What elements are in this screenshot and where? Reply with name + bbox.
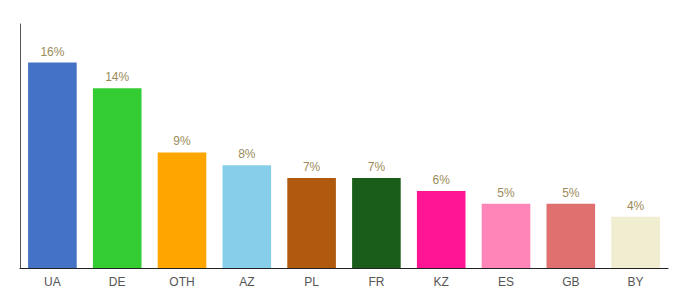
- svg-text:7%: 7%: [368, 160, 386, 174]
- svg-text:DE: DE: [109, 275, 126, 289]
- svg-text:14%: 14%: [105, 70, 129, 84]
- svg-text:KZ: KZ: [434, 275, 449, 289]
- svg-text:BY: BY: [628, 275, 644, 289]
- svg-text:4%: 4%: [627, 199, 645, 213]
- svg-text:6%: 6%: [433, 173, 451, 187]
- svg-text:5%: 5%: [562, 186, 580, 200]
- svg-text:FR: FR: [368, 275, 384, 289]
- svg-text:7%: 7%: [303, 160, 321, 174]
- svg-text:GB: GB: [562, 275, 579, 289]
- svg-text:ES: ES: [498, 275, 514, 289]
- svg-text:UA: UA: [44, 275, 61, 289]
- svg-text:16%: 16%: [40, 45, 64, 59]
- svg-text:9%: 9%: [173, 134, 191, 148]
- svg-text:AZ: AZ: [239, 275, 254, 289]
- svg-text:PL: PL: [304, 275, 319, 289]
- svg-text:8%: 8%: [238, 147, 256, 161]
- svg-text:5%: 5%: [497, 186, 515, 200]
- svg-text:OTH: OTH: [169, 275, 194, 289]
